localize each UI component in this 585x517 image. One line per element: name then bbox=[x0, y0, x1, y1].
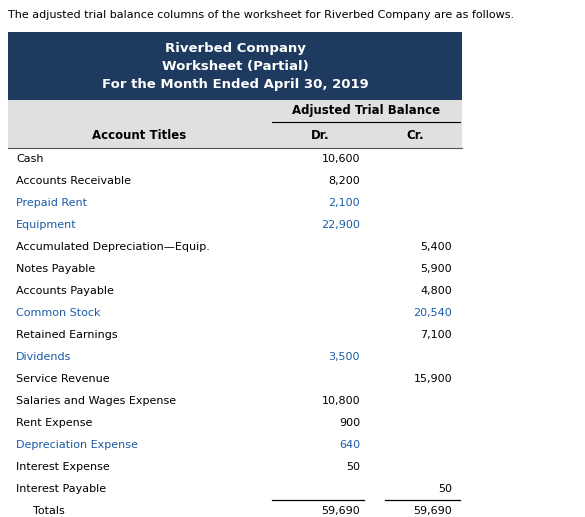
Text: 59,690: 59,690 bbox=[413, 506, 452, 516]
Text: Retained Earnings: Retained Earnings bbox=[16, 330, 118, 340]
Text: Salaries and Wages Expense: Salaries and Wages Expense bbox=[16, 396, 176, 406]
Text: Rent Expense: Rent Expense bbox=[16, 418, 92, 428]
Text: Depreciation Expense: Depreciation Expense bbox=[16, 440, 138, 450]
Text: Totals: Totals bbox=[33, 506, 65, 516]
Bar bbox=[8, 32, 462, 100]
Text: Interest Payable: Interest Payable bbox=[16, 484, 106, 494]
Text: 5,900: 5,900 bbox=[421, 264, 452, 274]
Text: For the Month Ended April 30, 2019: For the Month Ended April 30, 2019 bbox=[102, 78, 369, 91]
Text: Service Revenue: Service Revenue bbox=[16, 374, 109, 384]
Text: 22,900: 22,900 bbox=[321, 220, 360, 230]
Bar bbox=[8, 124, 462, 148]
Text: Prepaid Rent: Prepaid Rent bbox=[16, 198, 87, 208]
Text: Account Titles: Account Titles bbox=[92, 129, 186, 142]
Text: 10,600: 10,600 bbox=[322, 154, 360, 164]
Text: 2,100: 2,100 bbox=[328, 198, 360, 208]
Text: 50: 50 bbox=[438, 484, 452, 494]
Text: 3,500: 3,500 bbox=[329, 352, 360, 362]
Text: Worksheet (Partial): Worksheet (Partial) bbox=[161, 60, 308, 73]
Text: The adjusted trial balance columns of the worksheet for Riverbed Company are as : The adjusted trial balance columns of th… bbox=[8, 10, 514, 20]
Bar bbox=[8, 100, 462, 124]
Text: 900: 900 bbox=[339, 418, 360, 428]
Text: Adjusted Trial Balance: Adjusted Trial Balance bbox=[292, 104, 440, 117]
Text: 5,400: 5,400 bbox=[421, 242, 452, 252]
Text: Dr.: Dr. bbox=[311, 129, 329, 142]
Text: Accumulated Depreciation—Equip.: Accumulated Depreciation—Equip. bbox=[16, 242, 210, 252]
Text: Cash: Cash bbox=[16, 154, 43, 164]
Text: 15,900: 15,900 bbox=[414, 374, 452, 384]
Text: 7,100: 7,100 bbox=[421, 330, 452, 340]
Text: 640: 640 bbox=[339, 440, 360, 450]
Text: Cr.: Cr. bbox=[406, 129, 424, 142]
Text: 50: 50 bbox=[346, 462, 360, 472]
Text: 4,800: 4,800 bbox=[420, 286, 452, 296]
Text: Dividends: Dividends bbox=[16, 352, 71, 362]
Text: Common Stock: Common Stock bbox=[16, 308, 101, 318]
Text: Equipment: Equipment bbox=[16, 220, 77, 230]
Text: Notes Payable: Notes Payable bbox=[16, 264, 95, 274]
Text: Accounts Payable: Accounts Payable bbox=[16, 286, 114, 296]
Text: 10,800: 10,800 bbox=[321, 396, 360, 406]
Text: Accounts Receivable: Accounts Receivable bbox=[16, 176, 131, 186]
Text: Riverbed Company: Riverbed Company bbox=[164, 42, 305, 55]
Text: 20,540: 20,540 bbox=[413, 308, 452, 318]
Text: 59,690: 59,690 bbox=[321, 506, 360, 516]
Text: 8,200: 8,200 bbox=[328, 176, 360, 186]
Text: Interest Expense: Interest Expense bbox=[16, 462, 110, 472]
